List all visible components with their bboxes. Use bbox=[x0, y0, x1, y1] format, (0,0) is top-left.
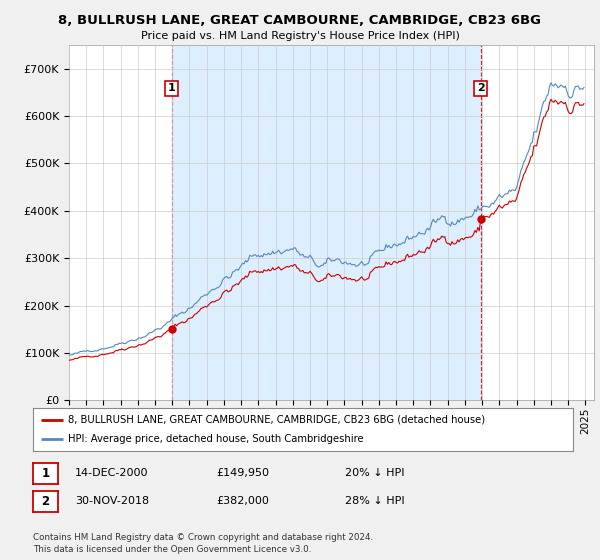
Text: HPI: Average price, detached house, South Cambridgeshire: HPI: Average price, detached house, Sout… bbox=[68, 435, 364, 444]
Text: 30-NOV-2018: 30-NOV-2018 bbox=[75, 496, 149, 506]
Text: 8, BULLRUSH LANE, GREAT CAMBOURNE, CAMBRIDGE, CB23 6BG (detached house): 8, BULLRUSH LANE, GREAT CAMBOURNE, CAMBR… bbox=[68, 415, 485, 424]
Text: 2: 2 bbox=[477, 83, 485, 94]
Text: 8, BULLRUSH LANE, GREAT CAMBOURNE, CAMBRIDGE, CB23 6BG: 8, BULLRUSH LANE, GREAT CAMBOURNE, CAMBR… bbox=[59, 14, 542, 27]
Text: 1: 1 bbox=[167, 83, 175, 94]
Text: £382,000: £382,000 bbox=[216, 496, 269, 506]
Bar bbox=[172, 45, 481, 400]
Text: Contains HM Land Registry data © Crown copyright and database right 2024.
This d: Contains HM Land Registry data © Crown c… bbox=[33, 533, 373, 554]
Text: 28% ↓ HPI: 28% ↓ HPI bbox=[345, 496, 404, 506]
Text: 14-DEC-2000: 14-DEC-2000 bbox=[75, 468, 149, 478]
Text: 2: 2 bbox=[41, 494, 50, 508]
Text: 20% ↓ HPI: 20% ↓ HPI bbox=[345, 468, 404, 478]
Text: Price paid vs. HM Land Registry's House Price Index (HPI): Price paid vs. HM Land Registry's House … bbox=[140, 31, 460, 41]
Text: £149,950: £149,950 bbox=[216, 468, 269, 478]
Text: 1: 1 bbox=[41, 466, 50, 480]
